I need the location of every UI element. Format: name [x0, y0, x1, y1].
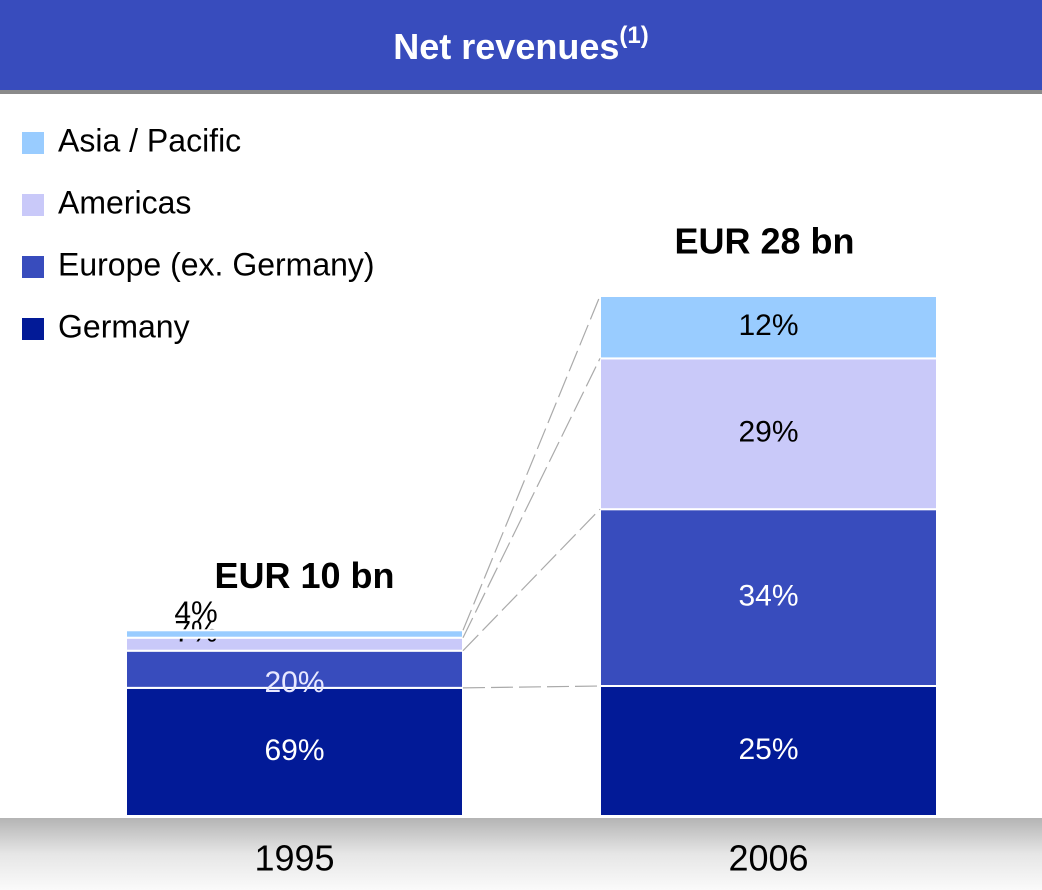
legend-label: Americas — [58, 184, 191, 220]
total-label: EUR 28 bn — [674, 221, 854, 262]
value-label: 69% — [264, 734, 324, 767]
value-label: 20% — [264, 666, 324, 699]
legend-label: Asia / Pacific — [58, 122, 241, 158]
title-bar — [0, 0, 1042, 92]
axis-band — [0, 818, 1042, 890]
x-tick-label: 1995 — [254, 838, 334, 879]
chart-title: Net revenues(1) — [393, 22, 648, 66]
bar-segment — [599, 295, 938, 360]
title-text: Net revenues — [393, 26, 619, 67]
connector — [462, 295, 601, 631]
bar-segment — [599, 508, 938, 688]
bar-segment — [599, 357, 938, 511]
value-label: 25% — [738, 733, 798, 766]
total-label: EUR 10 bn — [214, 555, 394, 596]
legend-swatch — [22, 318, 44, 340]
legend-label: Germany — [58, 308, 190, 344]
bar-segment — [599, 685, 938, 817]
value-label: 4% — [174, 596, 217, 629]
value-label: 12% — [738, 309, 798, 342]
value-label: 34% — [738, 580, 798, 613]
x-tick-label: 2006 — [728, 838, 808, 879]
bar-segment — [125, 686, 464, 817]
connector — [462, 508, 601, 652]
title-note: (1) — [619, 22, 648, 49]
connector — [462, 358, 601, 638]
title-rule — [0, 90, 1042, 94]
value-label: 29% — [738, 416, 798, 449]
connector — [462, 685, 601, 689]
legend-swatch — [22, 194, 44, 216]
legend-swatch — [22, 256, 44, 278]
bar-segment — [125, 629, 464, 639]
legend-swatch — [22, 132, 44, 154]
legend-label: Europe (ex. Germany) — [58, 246, 375, 282]
